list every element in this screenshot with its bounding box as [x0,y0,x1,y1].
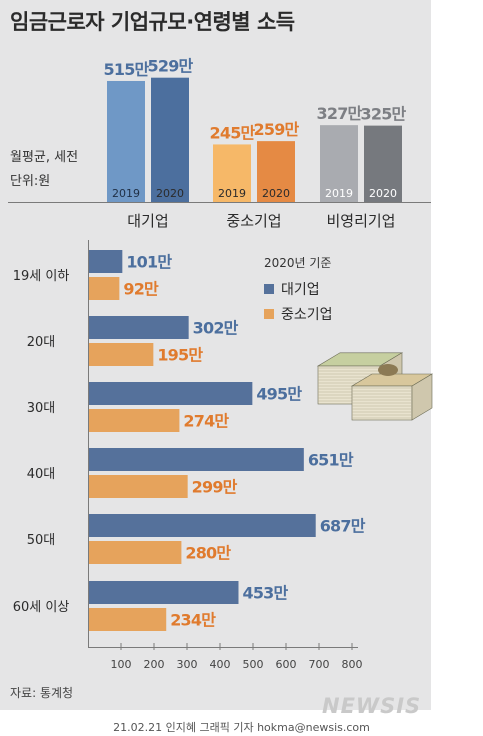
category-label-sme: 중소기업 [226,212,281,230]
category-label-large: 대기업 [127,212,168,230]
bar-sme [89,608,167,631]
value-label: 274만 [183,412,229,431]
x-tick-label: 300 [177,658,198,671]
bar-large [89,250,123,273]
x-tick-label: 400 [210,658,231,671]
value-label: 195만 [157,346,203,365]
bar-year-label: 2019 [325,187,353,200]
bar-large [89,514,316,537]
banknote-portrait [378,364,398,376]
age-group-label: 50대 [27,533,56,548]
bar-year-label: 2020 [156,187,184,200]
value-label: 515만 [104,60,150,79]
value-label: 299만 [192,478,238,497]
x-tick-label: 800 [342,658,363,671]
legend-swatch-large [264,284,274,294]
value-label: 101만 [126,253,172,272]
x-tick-label: 700 [309,658,330,671]
legend-title: 2020년 기준 [264,256,331,270]
bar-year-label: 2019 [112,187,140,200]
unit-note-currency: 단위:원 [10,174,51,189]
value-label: 687만 [320,517,366,536]
age-group-label: 40대 [27,467,56,482]
x-tick-label: 500 [243,658,264,671]
bar-year-label: 2019 [218,187,246,200]
value-label: 234만 [170,611,216,630]
value-label: 325만 [361,105,407,124]
value-label: 92만 [123,280,159,299]
x-tick-label: 600 [276,658,297,671]
bar-sme [89,541,182,564]
bar-large-2019 [107,80,145,202]
legend-swatch-sme [264,309,274,319]
category-label-nonprofit: 비영리기업 [326,212,395,230]
legend-label-large: 대기업 [281,282,320,298]
bar-sme-2019 [213,144,251,202]
value-label: 245만 [210,123,256,142]
legend-label-sme: 중소기업 [281,307,333,323]
bar-large [89,382,253,405]
age-group-label: 60세 이상 [13,600,70,615]
bar-large [89,316,189,339]
value-label: 651만 [308,451,354,470]
bar-large-2020 [151,77,189,202]
bar-year-label: 2020 [262,187,290,200]
age-group-chart: 100 200 300 400 500 600 700 800 19세 이하 101만 92만 20대… [13,240,434,671]
value-label: 529만 [148,57,194,76]
bar-sme [89,343,154,366]
value-label: 280만 [185,544,231,563]
x-tick-label: 200 [144,658,165,671]
cash-bundle-front-side [411,373,433,421]
value-label: 453만 [242,584,288,603]
bar-nonprofit-2019 [320,125,358,202]
bar-large [89,448,304,471]
bar-sme-2020 [257,141,295,202]
credit-line: 21.02.21 인지혜 그래픽 기자 hokma@newsis.com [113,721,370,734]
bar-sme [89,409,180,432]
value-label: 302만 [193,319,239,338]
value-label: 259만 [254,120,300,139]
value-label: 495만 [256,385,302,404]
newsis-logo: NEWSIS [322,694,422,718]
age-group-label: 20대 [27,335,56,350]
bar-year-label: 2020 [369,187,397,200]
x-tick-label: 100 [111,658,132,671]
bar-large [89,581,239,604]
bar-sme [89,475,188,498]
age-group-label: 30대 [27,401,56,416]
value-label: 327만 [317,104,363,123]
chart-title: 임금근로자 기업규모·연령별 소득 [10,10,295,34]
source-note: 자료: 통계청 [10,686,74,700]
cash-stack-illustration [316,352,434,421]
bar-sme [89,277,120,300]
bar-nonprofit-2020 [364,125,402,202]
age-group-label: 19세 이하 [13,269,70,284]
unit-note-basis: 월평균, 세전 [10,150,79,165]
